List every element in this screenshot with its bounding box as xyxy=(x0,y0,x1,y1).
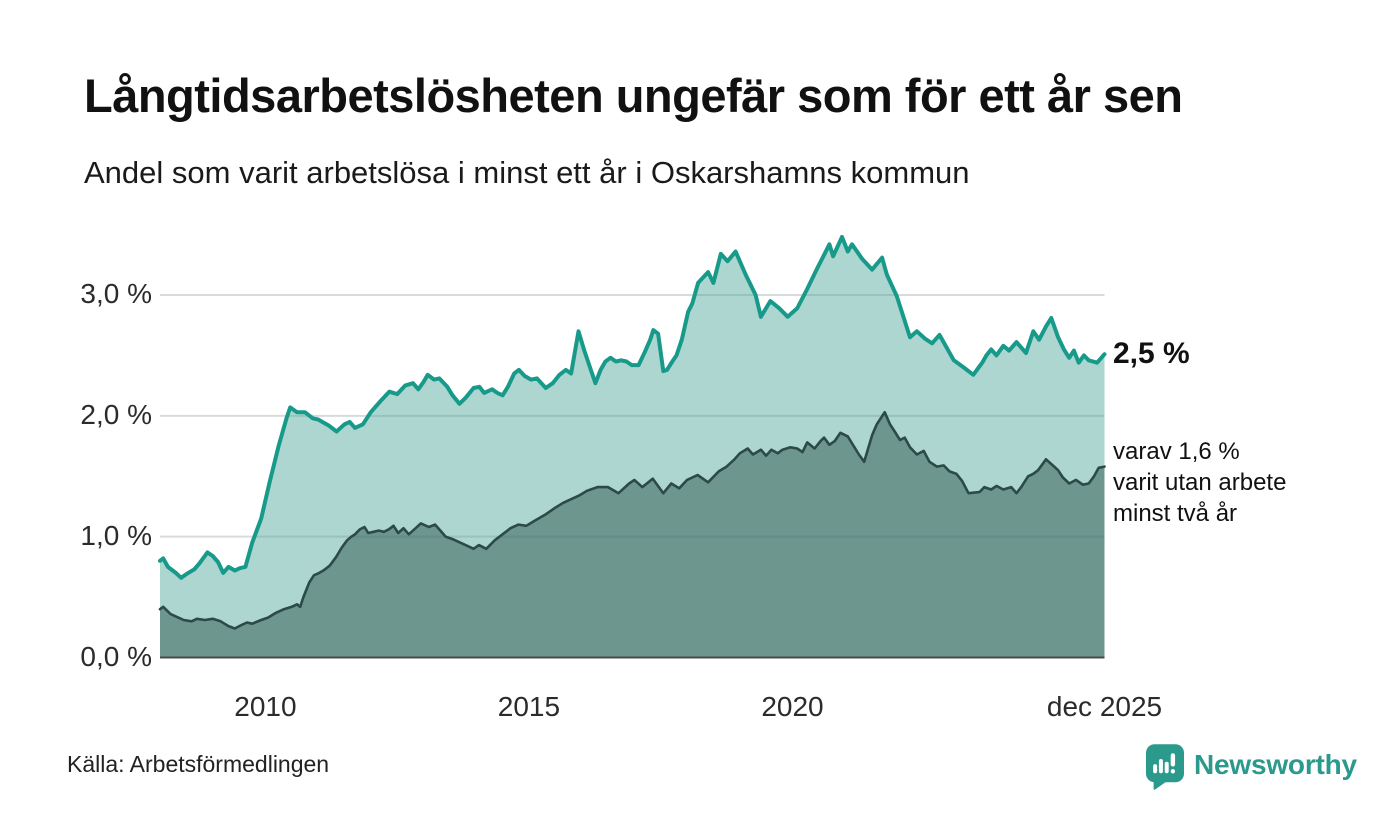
y-tick-label: 1,0 % xyxy=(80,519,152,551)
line-minst-tva-ar xyxy=(158,410,1106,630)
y-tick-label: 2,0 % xyxy=(80,398,152,430)
x-tick-label: 2010 xyxy=(234,691,297,722)
y-tick-label: 0,0 % xyxy=(80,640,152,672)
newsworthy-icon xyxy=(1146,744,1184,790)
brand-logo: Newsworthy xyxy=(1146,744,1357,791)
x-tick-label: dec 2025 xyxy=(1046,691,1163,722)
line-minst-ett-ar xyxy=(158,235,1107,580)
brand-name: Newsworthy xyxy=(1194,749,1357,780)
annotation-line: varit utan arbete xyxy=(1113,469,1287,496)
annotation-line: varav 1,6 % xyxy=(1113,438,1240,465)
page-title: Långtidsarbetslösheten ungefär som för e… xyxy=(84,69,1183,122)
x-tick-label: 2020 xyxy=(761,691,824,722)
y-tick-label: 3,0 % xyxy=(80,278,152,309)
x-tick-label: 2015 xyxy=(497,691,561,722)
end-value-label: 2,5 % xyxy=(1113,337,1190,370)
page-subtitle: Andel som varit arbetslösa i minst ett å… xyxy=(84,155,970,190)
secondary-series-annotation: varav 1,6 % varit utan arbete minst två … xyxy=(1113,436,1286,529)
source-label: Källa: Arbetsförmedlingen xyxy=(67,751,330,777)
area-minst-tva-ar xyxy=(160,412,1105,658)
annotation-line: minst två år xyxy=(1113,500,1238,527)
